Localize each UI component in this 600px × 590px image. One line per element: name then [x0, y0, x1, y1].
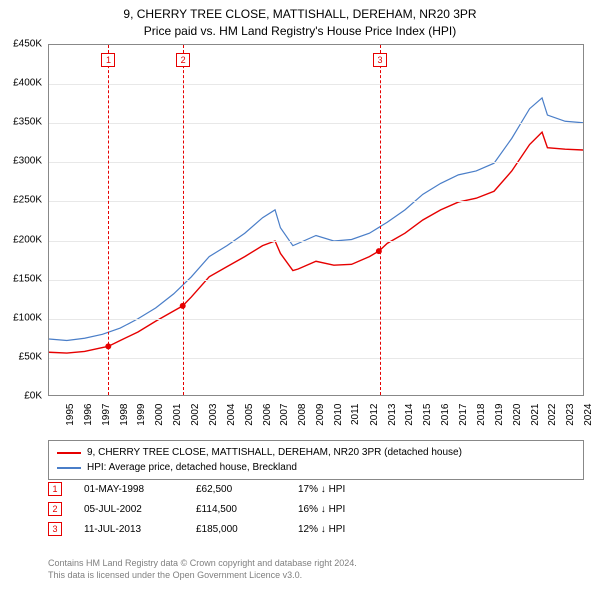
plot-area: 1 2 3	[48, 44, 584, 396]
legend-item: 9, CHERRY TREE CLOSE, MATTISHALL, DEREHA…	[57, 445, 575, 460]
chart-svg	[49, 45, 583, 395]
event-marker-2: 2	[176, 53, 190, 67]
gridline	[49, 162, 583, 163]
event-row: 2 05-JUL-2002 £114,500 16% ↓ HPI	[48, 502, 584, 516]
event-marker-3: 3	[373, 53, 387, 67]
y-tick-label: £0K	[24, 391, 42, 402]
x-tick-label: 1997	[100, 404, 111, 426]
event-vline	[380, 45, 381, 395]
x-tick-label: 2010	[333, 404, 344, 426]
x-tick-label: 2021	[529, 404, 540, 426]
x-axis: 1995 1996 1997 1998 1999 2000 2001 2002 2003 2004…	[48, 398, 584, 438]
x-tick-label: 2007	[279, 404, 290, 426]
gridline	[49, 123, 583, 124]
legend: 9, CHERRY TREE CLOSE, MATTISHALL, DEREHA…	[48, 440, 584, 480]
x-tick-label: 2022	[547, 404, 558, 426]
x-tick-label: 2015	[422, 404, 433, 426]
event-pct: 17% ↓ HPI	[298, 484, 345, 495]
x-tick-label: 2017	[458, 404, 469, 426]
legend-label: HPI: Average price, detached house, Brec…	[87, 460, 297, 475]
event-vline	[183, 45, 184, 395]
x-tick-label: 2000	[154, 404, 165, 426]
x-tick-label: 1999	[136, 404, 147, 426]
event-price: £185,000	[196, 524, 276, 535]
y-tick-label: £250K	[13, 195, 42, 206]
y-axis: £0K£50K£100K£150K£200K£250K£300K£350K£40…	[0, 44, 46, 396]
series-hpi	[49, 98, 583, 341]
x-tick-label: 2003	[208, 404, 219, 426]
event-pct: 16% ↓ HPI	[298, 504, 345, 515]
event-pct: 12% ↓ HPI	[298, 524, 345, 535]
y-tick-label: £50K	[19, 351, 42, 362]
x-tick-label: 2020	[511, 404, 522, 426]
y-tick-label: £300K	[13, 156, 42, 167]
event-row: 3 11-JUL-2013 £185,000 12% ↓ HPI	[48, 522, 584, 536]
title-line1: 9, CHERRY TREE CLOSE, MATTISHALL, DEREHA…	[0, 6, 600, 23]
legend-item: HPI: Average price, detached house, Brec…	[57, 460, 575, 475]
events-table: 1 01-MAY-1998 £62,500 17% ↓ HPI 2 05-JUL-2002…	[48, 482, 584, 542]
event-row: 1 01-MAY-1998 £62,500 17% ↓ HPI	[48, 482, 584, 496]
attribution: Contains HM Land Registry data © Crown c…	[48, 558, 584, 581]
x-tick-label: 1995	[65, 404, 76, 426]
x-tick-label: 2011	[350, 404, 361, 426]
chart-container: 9, CHERRY TREE CLOSE, MATTISHALL, DEREHA…	[0, 0, 600, 590]
gridline	[49, 280, 583, 281]
x-tick-label: 2006	[261, 404, 272, 426]
gridline	[49, 84, 583, 85]
y-tick-label: £450K	[13, 39, 42, 50]
x-tick-label: 2023	[565, 404, 576, 426]
event-marker: 1	[48, 482, 62, 496]
event-marker-1: 1	[101, 53, 115, 67]
x-tick-label: 2024	[583, 404, 594, 426]
y-tick-label: £150K	[13, 273, 42, 284]
y-tick-label: £100K	[13, 312, 42, 323]
x-tick-label: 2009	[315, 404, 326, 426]
x-tick-label: 2001	[172, 404, 183, 426]
gridline	[49, 201, 583, 202]
event-date: 01-MAY-1998	[84, 484, 174, 495]
x-tick-label: 2016	[440, 404, 451, 426]
series-price_paid	[49, 132, 583, 353]
legend-label: 9, CHERRY TREE CLOSE, MATTISHALL, DEREHA…	[87, 445, 462, 460]
x-tick-label: 2019	[494, 404, 505, 426]
event-marker: 3	[48, 522, 62, 536]
x-tick-label: 2005	[243, 404, 254, 426]
x-tick-label: 1996	[83, 404, 94, 426]
event-marker: 2	[48, 502, 62, 516]
event-price: £62,500	[196, 484, 276, 495]
event-vline	[108, 45, 109, 395]
gridline	[49, 319, 583, 320]
x-tick-label: 2004	[226, 404, 237, 426]
x-tick-label: 2013	[386, 404, 397, 426]
legend-swatch	[57, 467, 81, 469]
title-line2: Price paid vs. HM Land Registry's House …	[0, 23, 600, 40]
x-tick-label: 1998	[118, 404, 129, 426]
x-tick-label: 2012	[368, 404, 379, 426]
attribution-line2: This data is licensed under the Open Gov…	[48, 570, 584, 582]
x-tick-label: 2014	[404, 404, 415, 426]
y-tick-label: £200K	[13, 234, 42, 245]
x-tick-label: 2008	[297, 404, 308, 426]
event-price: £114,500	[196, 504, 276, 515]
gridline	[49, 241, 583, 242]
x-tick-label: 2002	[190, 404, 201, 426]
title-block: 9, CHERRY TREE CLOSE, MATTISHALL, DEREHA…	[0, 0, 600, 40]
y-tick-label: £400K	[13, 78, 42, 89]
x-tick-label: 2018	[476, 404, 487, 426]
y-tick-label: £350K	[13, 117, 42, 128]
legend-swatch	[57, 452, 81, 454]
attribution-line1: Contains HM Land Registry data © Crown c…	[48, 558, 584, 570]
event-date: 05-JUL-2002	[84, 504, 174, 515]
gridline	[49, 358, 583, 359]
event-date: 11-JUL-2013	[84, 524, 174, 535]
